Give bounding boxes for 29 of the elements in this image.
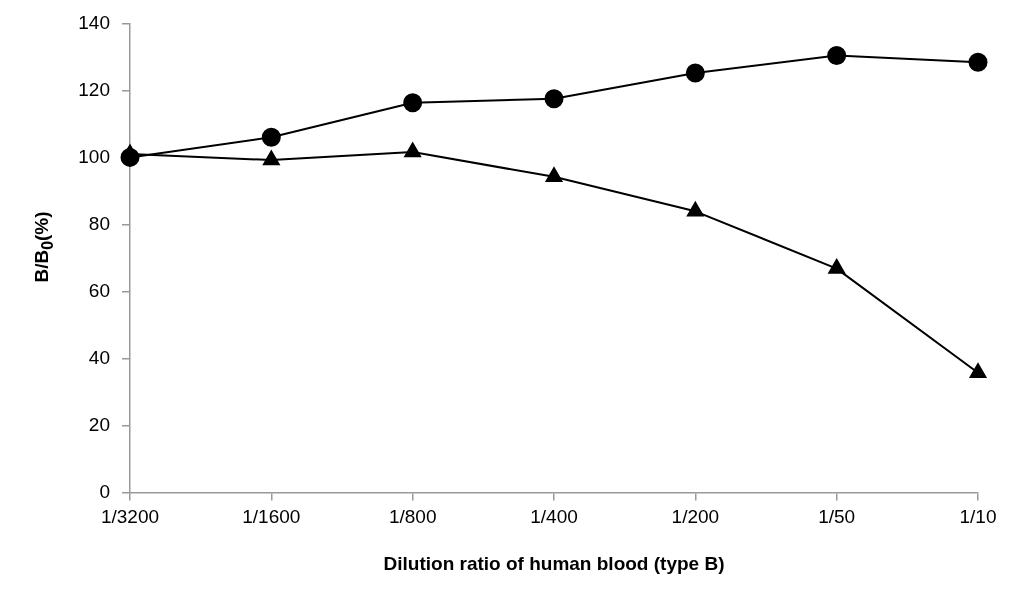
x-tick-label: 1/800 — [388, 506, 437, 528]
y-tick-label: 140 — [78, 11, 110, 33]
y-tick-label: 120 — [78, 78, 110, 100]
x-tick-label: 1/3200 — [100, 506, 160, 528]
point — [544, 89, 564, 109]
point — [969, 363, 987, 379]
point — [685, 63, 705, 83]
x-axis-title: Dilution ratio of human blood (type B) — [383, 552, 725, 574]
point — [404, 142, 422, 158]
x-tick-label: 1/200 — [671, 506, 720, 528]
point — [120, 147, 140, 167]
point — [686, 201, 704, 217]
y-tick-label: 0 — [99, 480, 110, 502]
point — [261, 127, 281, 147]
x-tick-label: 1/1600 — [242, 506, 301, 528]
y-tick-label: 80 — [88, 212, 110, 234]
point — [828, 259, 846, 274]
point — [262, 150, 280, 166]
y-tick-label: 20 — [88, 413, 110, 435]
point — [403, 93, 423, 113]
point — [968, 52, 988, 72]
y-tick-label: 100 — [78, 145, 110, 167]
x-tick-label: 1/400 — [530, 506, 578, 528]
x-tick-label: 1/10 — [959, 506, 997, 528]
x-tick-label: 1/50 — [818, 506, 856, 528]
point — [827, 46, 847, 66]
point — [545, 167, 563, 183]
y-tick-label: 60 — [88, 279, 110, 301]
y-tick-label: 40 — [88, 346, 110, 368]
